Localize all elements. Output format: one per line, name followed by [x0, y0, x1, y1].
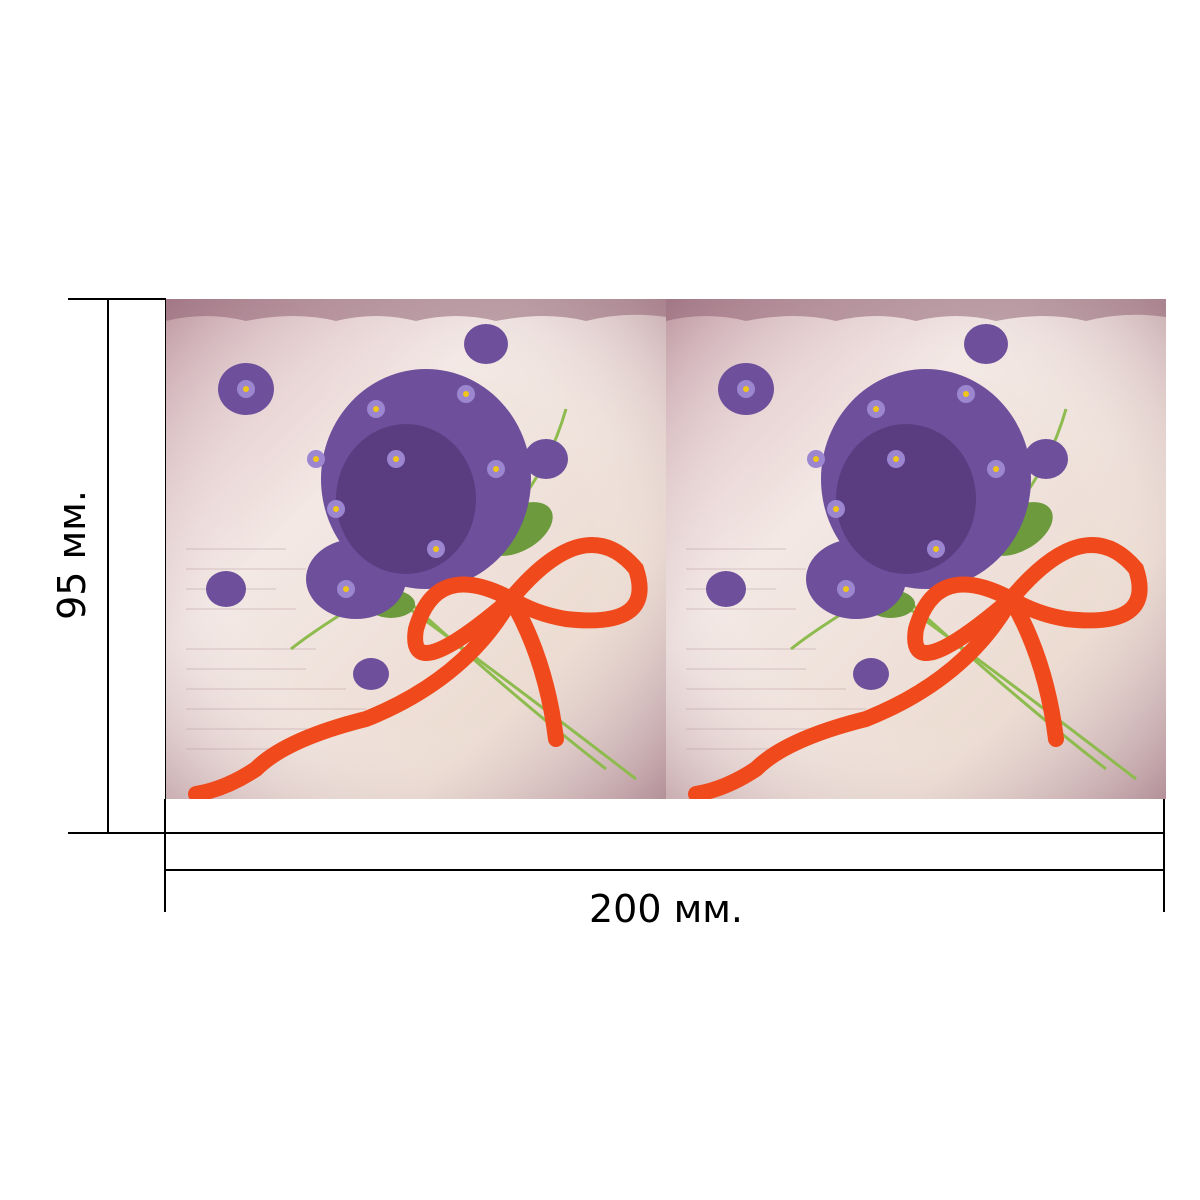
artwork-panel-left	[166, 299, 666, 799]
height-label: 95 мм.	[50, 490, 94, 620]
artwork-panel-right	[666, 299, 1166, 799]
print-area	[166, 299, 1166, 799]
height-dimension-inner-line	[165, 298, 166, 834]
height-dimension-line	[107, 298, 109, 834]
width-dimension-inner-line	[165, 832, 1165, 834]
height-dimension-top-tick	[68, 298, 166, 300]
width-dimension-line	[165, 869, 1165, 871]
height-dimension-bottom-tick	[68, 832, 166, 834]
width-dimension-left-tick	[164, 799, 166, 912]
width-dimension-right-tick	[1163, 799, 1165, 912]
width-label: 200 мм.	[588, 887, 744, 931]
